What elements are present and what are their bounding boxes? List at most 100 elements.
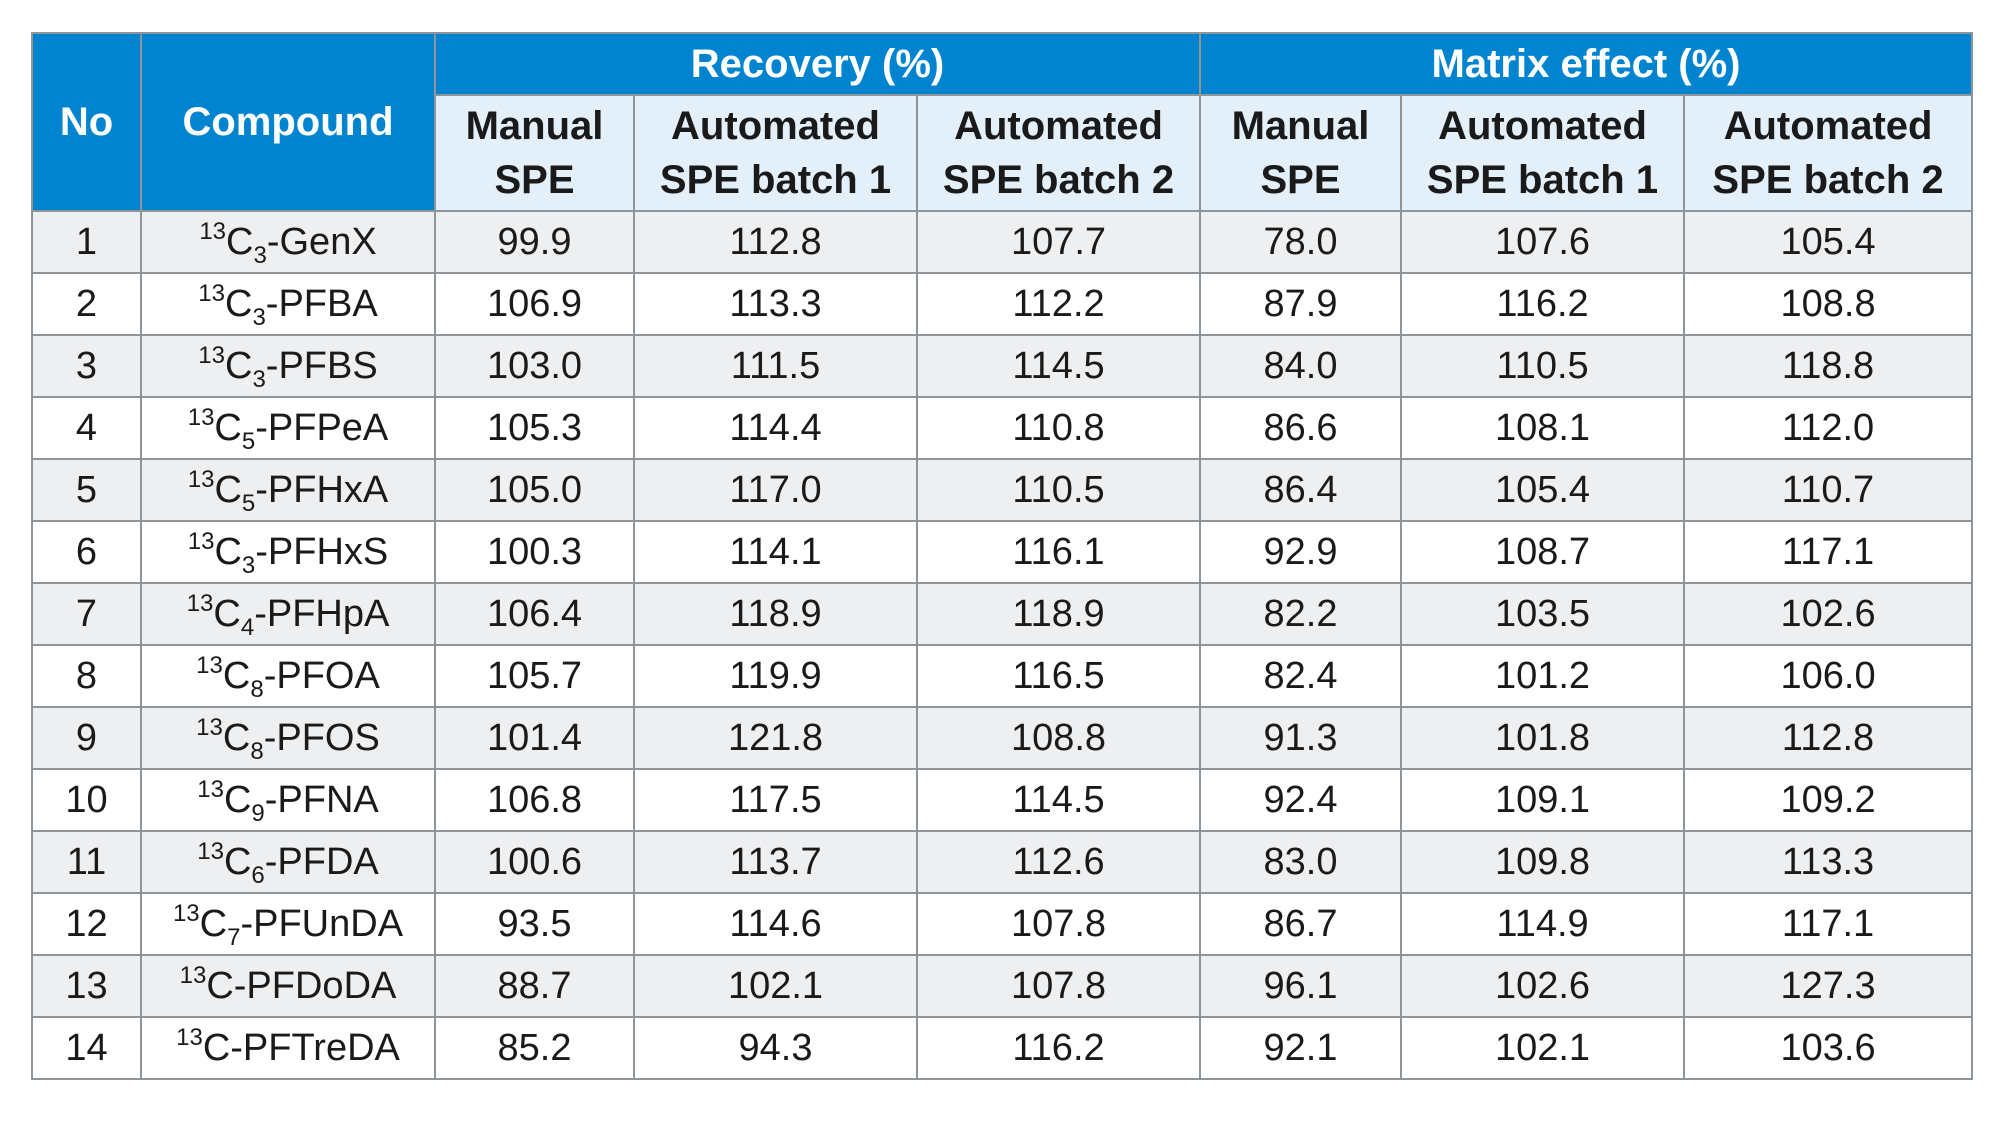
table-row: 2 13C3-PFBA 106.9 113.3 112.2 87.9 116.2 108.8 — [31, 272, 1974, 336]
subheader-line: Manual — [1231, 104, 1370, 148]
compound-sup: 13 — [187, 527, 215, 555]
cell-matrix-batch-1: 110.5 — [1400, 334, 1686, 398]
compound-base: C — [199, 902, 228, 945]
cell-recovery-manual: 100.6 — [434, 830, 635, 894]
compound-sup: 13 — [176, 1023, 203, 1051]
cell-matrix-batch-2: 113.3 — [1683, 830, 1974, 894]
compound-sub: 4 — [240, 613, 255, 641]
cell-recovery-batch-2: 116.2 — [915, 1016, 1202, 1080]
compound-rest: -PFOA — [263, 654, 380, 697]
cell-matrix-batch-1: 108.1 — [1400, 396, 1686, 460]
compound-rest: -PFDA — [264, 840, 379, 883]
cell-recovery-batch-1: 117.5 — [633, 768, 918, 832]
cell-compound: 13C4-PFHpA — [140, 582, 436, 646]
subheader-line: SPE batch 2 — [1712, 158, 1944, 202]
subheader-matrix-automated-spe-batch-2: Automated SPE batch 2 — [1683, 94, 1974, 212]
compound-base: C — [226, 220, 254, 263]
cell-compound: 13C3-GenX — [140, 210, 436, 274]
cell-matrix-batch-2: 106.0 — [1683, 644, 1974, 708]
cell-matrix-manual: 87.9 — [1199, 272, 1403, 336]
cell-recovery-manual: 99.9 — [434, 210, 635, 274]
cell-recovery-batch-1: 94.3 — [633, 1016, 918, 1080]
cell-matrix-batch-1: 116.2 — [1400, 272, 1686, 336]
compound-sub: 8 — [250, 737, 264, 765]
cell-recovery-batch-2: 118.9 — [915, 582, 1202, 646]
cell-recovery-batch-1: 114.1 — [633, 520, 918, 584]
results-table: No Compound Recovery (%) Matrix effect (… — [31, 32, 1974, 1080]
cell-matrix-batch-1: 109.1 — [1400, 768, 1686, 832]
subheader-line: Automated — [1438, 104, 1647, 148]
compound-rest: -PFBA — [265, 282, 378, 325]
cell-compound: 13C9-PFNA — [140, 768, 436, 832]
subheader-line: SPE — [1260, 158, 1341, 202]
compound-sub: 3 — [253, 241, 267, 269]
compound-rest: -PFHxS — [255, 530, 389, 573]
subheader-recovery-automated-spe-batch-2: Automated SPE batch 2 — [915, 94, 1202, 212]
compound-sup: 13 — [198, 341, 225, 369]
cell-matrix-manual: 83.0 — [1199, 830, 1403, 894]
cell-matrix-batch-1: 103.5 — [1400, 582, 1686, 646]
compound-rest: -PFUnDA — [240, 902, 404, 945]
cell-matrix-batch-2: 105.4 — [1683, 210, 1974, 274]
compound-rest: -PFHpA — [254, 592, 390, 635]
cell-recovery-batch-2: 112.6 — [915, 830, 1202, 894]
compound-base: C — [224, 344, 253, 387]
subheader-matrix-manual-spe: Manual SPE — [1199, 94, 1403, 212]
cell-recovery-batch-2: 107.8 — [915, 892, 1202, 956]
cell-no: 4 — [31, 396, 142, 460]
cell-no: 7 — [31, 582, 142, 646]
subheader-line: SPE batch 2 — [942, 158, 1175, 202]
compound-base: C — [223, 778, 252, 821]
cell-no: 13 — [31, 954, 142, 1018]
table-header: No Compound Recovery (%) Matrix effect (… — [31, 32, 1974, 212]
compound-sup: 13 — [198, 279, 225, 307]
cell-recovery-batch-2: 107.8 — [915, 954, 1202, 1018]
table-row: 10 13C9-PFNA 106.8 117.5 114.5 92.4 109.1 109.2 — [31, 768, 1974, 832]
cell-compound: 13C3-PFBS — [140, 334, 436, 398]
cell-matrix-batch-2: 108.8 — [1683, 272, 1974, 336]
compound-rest: -PFDoDA — [233, 964, 397, 1007]
compound-rest: -PFPeA — [255, 406, 389, 449]
cell-no: 1 — [31, 210, 142, 274]
cell-matrix-batch-2: 118.8 — [1683, 334, 1974, 398]
cell-matrix-manual: 92.4 — [1199, 768, 1403, 832]
table-row: 1 13C3-GenX 99.9 112.8 107.7 78.0 107.6 105.4 — [31, 210, 1974, 274]
cell-matrix-batch-2: 117.1 — [1683, 520, 1974, 584]
cell-matrix-manual: 92.1 — [1199, 1016, 1403, 1080]
cell-recovery-batch-1: 117.0 — [633, 458, 918, 522]
header-recovery: Recovery (%) — [433, 32, 1202, 96]
cell-recovery-batch-2: 107.7 — [915, 210, 1202, 274]
cell-matrix-batch-2: 112.8 — [1683, 706, 1974, 770]
subheader-line: Manual — [465, 104, 604, 148]
cell-matrix-manual: 96.1 — [1199, 954, 1403, 1018]
compound-rest: -PFNA — [264, 778, 379, 821]
cell-recovery-batch-1: 113.3 — [633, 272, 918, 336]
cell-matrix-manual: 86.7 — [1199, 892, 1403, 956]
cell-recovery-batch-1: 114.6 — [633, 892, 918, 956]
cell-recovery-manual: 105.0 — [434, 458, 635, 522]
cell-recovery-batch-2: 116.5 — [915, 644, 1202, 708]
cell-matrix-manual: 86.4 — [1199, 458, 1403, 522]
compound-sub: 3 — [252, 303, 266, 331]
cell-recovery-batch-2: 110.5 — [915, 458, 1202, 522]
compound-sup: 13 — [186, 589, 214, 617]
compound-sup: 13 — [179, 961, 207, 989]
compound-sub: 7 — [227, 923, 241, 951]
cell-matrix-manual: 91.3 — [1199, 706, 1403, 770]
cell-compound: 13C-PFTreDA — [140, 1016, 436, 1080]
compound-sub: 5 — [241, 489, 256, 517]
cell-no: 10 — [31, 768, 142, 832]
compound-base: C — [223, 840, 252, 883]
cell-matrix-manual: 92.9 — [1199, 520, 1403, 584]
cell-matrix-batch-2: 109.2 — [1683, 768, 1974, 832]
table-row: 3 13C3-PFBS 103.0 111.5 114.5 84.0 110.5 118.8 — [31, 334, 1974, 398]
subheader-line: SPE batch 1 — [659, 158, 892, 202]
cell-no: 5 — [31, 458, 142, 522]
table-row: 9 13C8-PFOS 101.4 121.8 108.8 91.3 101.8 112.8 — [31, 706, 1974, 770]
cell-recovery-manual: 85.2 — [434, 1016, 635, 1080]
cell-matrix-batch-2: 117.1 — [1683, 892, 1974, 956]
cell-matrix-batch-1: 108.7 — [1400, 520, 1686, 584]
cell-no: 11 — [31, 830, 142, 894]
compound-rest: -PFOS — [263, 716, 380, 759]
compound-sup: 13 — [197, 775, 224, 803]
